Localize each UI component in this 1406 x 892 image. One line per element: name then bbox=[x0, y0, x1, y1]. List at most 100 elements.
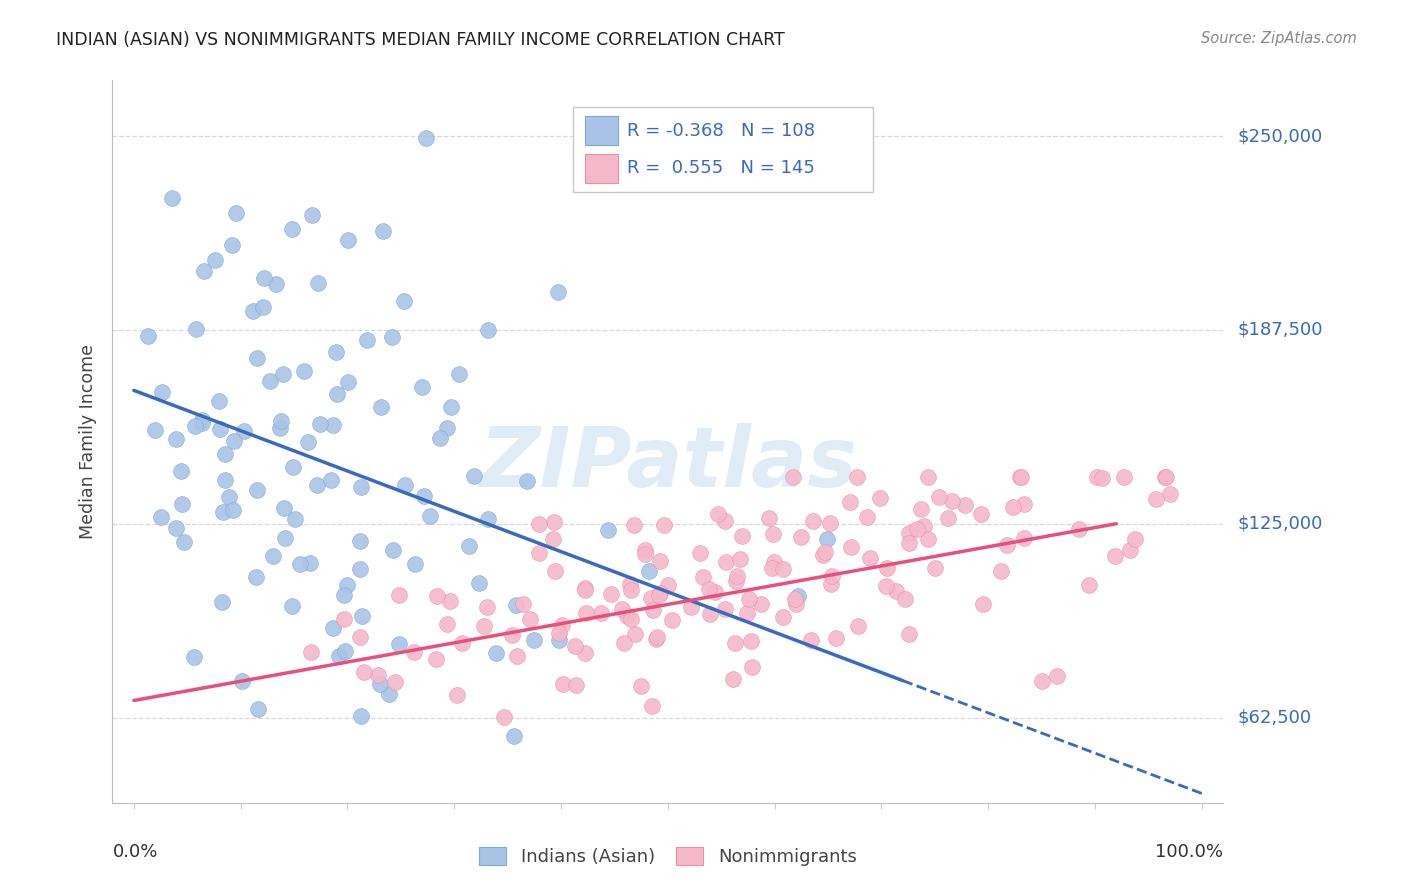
Point bbox=[264, 277, 287, 292]
Point bbox=[704, 585, 727, 599]
Point bbox=[184, 322, 207, 336]
Point bbox=[242, 303, 264, 318]
Point bbox=[575, 606, 598, 620]
Point bbox=[307, 276, 329, 290]
Point bbox=[328, 648, 350, 663]
Text: $187,500: $187,500 bbox=[1237, 321, 1323, 339]
Point bbox=[641, 699, 664, 714]
Point bbox=[208, 394, 231, 409]
Point bbox=[388, 588, 411, 602]
Point bbox=[378, 687, 401, 701]
Point bbox=[624, 627, 647, 641]
Point bbox=[574, 582, 596, 597]
Point bbox=[619, 611, 641, 625]
Text: 100.0%: 100.0% bbox=[1156, 843, 1223, 861]
Point bbox=[284, 512, 307, 526]
Point bbox=[648, 554, 671, 568]
Point bbox=[426, 590, 449, 604]
Point bbox=[875, 579, 897, 593]
Point bbox=[845, 470, 868, 484]
Point bbox=[356, 333, 378, 347]
Point bbox=[232, 425, 254, 439]
Point bbox=[1008, 470, 1031, 484]
Point bbox=[439, 594, 461, 608]
Point bbox=[245, 483, 267, 497]
Point bbox=[821, 569, 844, 583]
Point bbox=[616, 608, 638, 623]
Text: Source: ZipAtlas.com: Source: ZipAtlas.com bbox=[1201, 31, 1357, 46]
Point bbox=[610, 602, 633, 616]
Point bbox=[245, 570, 267, 584]
Point bbox=[231, 674, 253, 689]
Point bbox=[404, 558, 426, 572]
Point bbox=[436, 421, 458, 435]
Point bbox=[458, 539, 481, 553]
Text: 0.0%: 0.0% bbox=[112, 843, 157, 861]
Point bbox=[447, 367, 470, 381]
Point bbox=[859, 551, 882, 566]
Point bbox=[551, 617, 574, 632]
Point bbox=[699, 582, 721, 597]
Point bbox=[657, 578, 679, 592]
Point bbox=[165, 432, 187, 446]
Point bbox=[463, 468, 485, 483]
Point bbox=[301, 208, 323, 222]
Point bbox=[1046, 669, 1069, 683]
Point bbox=[350, 480, 373, 494]
Point bbox=[800, 632, 823, 647]
Point bbox=[707, 508, 730, 522]
Point bbox=[995, 538, 1018, 552]
Text: ZIPatlas: ZIPatlas bbox=[479, 423, 856, 504]
Point bbox=[941, 494, 963, 508]
Y-axis label: Median Family Income: Median Family Income bbox=[79, 344, 97, 539]
Point bbox=[645, 632, 668, 646]
Point bbox=[723, 672, 745, 686]
Point bbox=[492, 710, 515, 724]
Point bbox=[820, 576, 842, 591]
Point bbox=[349, 562, 371, 576]
Point bbox=[814, 544, 837, 558]
Point bbox=[208, 422, 231, 436]
Point bbox=[1154, 470, 1177, 484]
Point bbox=[370, 401, 392, 415]
Point bbox=[319, 473, 342, 487]
Text: $62,500: $62,500 bbox=[1237, 708, 1312, 726]
Point bbox=[429, 431, 451, 445]
Point bbox=[648, 588, 671, 602]
Point bbox=[1085, 470, 1108, 484]
Point bbox=[512, 598, 534, 612]
Point bbox=[818, 516, 841, 530]
Point bbox=[738, 592, 761, 607]
Point bbox=[1154, 470, 1177, 484]
Point bbox=[150, 385, 173, 400]
FancyBboxPatch shape bbox=[585, 154, 617, 183]
Point bbox=[553, 677, 575, 691]
Point bbox=[501, 628, 523, 642]
Point bbox=[193, 264, 215, 278]
Point bbox=[326, 386, 349, 401]
Text: R = -0.368   N = 108: R = -0.368 N = 108 bbox=[627, 122, 814, 140]
Point bbox=[349, 534, 371, 549]
Point bbox=[1144, 492, 1167, 507]
Point bbox=[790, 530, 813, 544]
Point bbox=[381, 330, 404, 344]
Point bbox=[1014, 531, 1036, 545]
Point bbox=[274, 531, 297, 545]
Point bbox=[349, 631, 371, 645]
Point bbox=[713, 602, 735, 616]
Point bbox=[415, 131, 437, 145]
Point bbox=[589, 607, 612, 621]
Point bbox=[740, 634, 762, 648]
Point bbox=[299, 556, 322, 570]
Point bbox=[1002, 500, 1025, 515]
Point bbox=[652, 518, 675, 533]
Point bbox=[336, 577, 359, 591]
Point bbox=[600, 586, 623, 600]
Point bbox=[485, 646, 508, 660]
Point bbox=[714, 556, 737, 570]
Point bbox=[1091, 471, 1114, 485]
Point bbox=[953, 498, 976, 512]
Point bbox=[412, 489, 434, 503]
Point bbox=[170, 497, 193, 511]
Point bbox=[221, 237, 243, 252]
